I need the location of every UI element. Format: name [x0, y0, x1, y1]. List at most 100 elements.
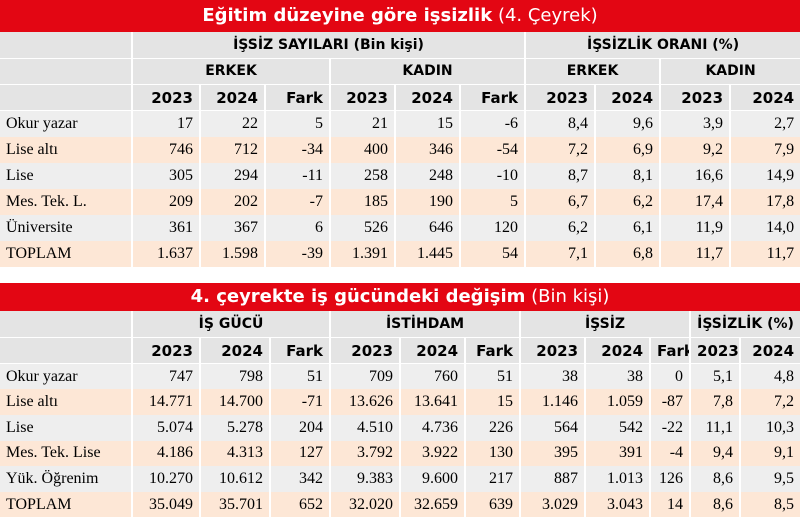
year-header: Fark — [458, 84, 526, 112]
header-blank — [0, 84, 132, 112]
cell: -4 — [649, 440, 691, 467]
year-header: Fark — [264, 84, 330, 112]
table: İŞSİZ SAYILARI (Bin kişi) İŞSİZLİK ORANI … — [0, 32, 800, 267]
row-label: Lise — [0, 162, 132, 189]
title: Eğitim düzeyine göre işsizlik — [202, 5, 493, 26]
cell: -22 — [649, 415, 691, 441]
cell: 305 — [131, 162, 200, 189]
cell: 294 — [199, 162, 265, 189]
cell: 209 — [131, 188, 200, 215]
cell: 14.700 — [199, 389, 270, 416]
cell: 342 — [268, 466, 331, 492]
cell: 760 — [399, 363, 466, 390]
cell: 10.270 — [131, 466, 200, 492]
cell: 248 — [394, 162, 460, 189]
subtitle: (4. Çeyrek) — [497, 5, 598, 26]
header-row: İŞ GÜCÜ İSTİHDAM İŞSİZ İŞSİZLİK (%) — [0, 310, 800, 338]
row-label: Okur yazar — [0, 363, 132, 390]
cell: 6,7 — [524, 188, 596, 215]
header-row: 20232024Fark20232024Fark20232024Fark2023… — [0, 337, 800, 365]
cell: 9,5 — [739, 466, 800, 492]
cell: 1.146 — [519, 389, 586, 416]
table-row: TOPLAM 35.049 35.701 652 32.020 32.659 639 3.02… — [0, 491, 800, 518]
cell: 21 — [329, 110, 395, 137]
cell: 10,3 — [739, 415, 800, 441]
row-label: Mes. Tek. L. — [0, 188, 132, 215]
cell: 226 — [464, 415, 521, 441]
cell: 7,9 — [729, 136, 800, 163]
title: 4. çeyrekte iş gücündeki değişim — [190, 285, 526, 307]
column-header: ERKEK — [131, 58, 330, 86]
cell: 217 — [464, 466, 521, 492]
cell: 32.659 — [399, 491, 466, 518]
year-header: 2023 — [329, 84, 395, 112]
year-header: 2023 — [519, 337, 586, 365]
table-title: Eğitim düzeyine göre işsizlik (4. Çeyrek… — [0, 0, 800, 32]
cell: 13.626 — [329, 389, 401, 416]
table-row: Okur yazar 17 22 5 21 15 -6 8,4 9,6 3,9 2,7 — [0, 110, 800, 137]
cell: 15 — [394, 110, 460, 137]
cell: 14,0 — [729, 214, 800, 241]
cell: 1.598 — [199, 240, 265, 267]
cell: 367 — [199, 214, 265, 241]
cell: 5,1 — [689, 363, 741, 390]
column-header: ERKEK — [524, 58, 661, 86]
table-row: Lise altı 14.771 14.700 -71 13.626 13.641 15 1.… — [0, 389, 800, 416]
cell: 35.049 — [131, 491, 200, 518]
column-header: İŞSİZ SAYILARI (Bin kişi) — [130, 32, 526, 59]
cell: 4.510 — [329, 415, 401, 441]
cell: 17 — [131, 110, 200, 137]
cell: 6,2 — [524, 214, 596, 241]
cell: -34 — [264, 136, 330, 163]
year-header: 2024 — [199, 84, 265, 112]
cell: -39 — [264, 240, 330, 267]
cell: 8,5 — [739, 491, 800, 518]
cell: -71 — [268, 389, 331, 416]
cell: 8,4 — [524, 110, 596, 137]
cell: 11,7 — [729, 240, 800, 267]
cell: 4.736 — [399, 415, 466, 441]
cell: 564 — [519, 415, 586, 441]
cell: -7 — [264, 188, 330, 215]
cell: 7,8 — [689, 389, 741, 416]
cell: -6 — [458, 110, 526, 137]
cell: 120 — [458, 214, 526, 241]
cell: 5 — [264, 110, 330, 137]
cell: 258 — [329, 162, 395, 189]
cell: 3,9 — [659, 110, 731, 137]
cell: 1.391 — [329, 240, 395, 267]
cell: 1.637 — [131, 240, 200, 267]
row-label: Lise altı — [0, 389, 132, 416]
column-header: KADIN — [328, 58, 526, 86]
cell: 14.771 — [131, 389, 200, 416]
table-row: Mes. Tek. Lise 4.186 4.313 127 3.792 3.922 130… — [0, 440, 800, 467]
cell: 11,1 — [689, 415, 741, 441]
cell: 346 — [394, 136, 460, 163]
cell: 887 — [519, 466, 586, 492]
year-header: 2023 — [689, 337, 741, 365]
row-label: Üniversite — [0, 214, 132, 241]
cell: 4.313 — [199, 440, 270, 467]
cell: 32.020 — [329, 491, 401, 518]
header-blank — [0, 58, 132, 86]
table-row: Yük. Öğrenim 10.270 10.612 342 9.383 9.600 217… — [0, 466, 800, 492]
header-row: 2023 2024 Fark 2023 2024 Fark 2023 2024 2023 2024 — [0, 84, 800, 112]
row-label: Yük. Öğrenim — [0, 466, 132, 492]
cell: 526 — [329, 214, 395, 241]
row-label: Mes. Tek. Lise — [0, 440, 132, 467]
cell: 190 — [394, 188, 460, 215]
table-row: Okur yazar 747 798 51 709 760 51 38 38 0 5,1 4,8 — [0, 363, 800, 390]
cell: 3.792 — [329, 440, 401, 467]
cell: 9,2 — [659, 136, 731, 163]
cell: -10 — [458, 162, 526, 189]
row-label: Lise — [0, 415, 132, 441]
cell: 204 — [268, 415, 331, 441]
cell: 6,2 — [594, 188, 661, 215]
cell: 11,9 — [659, 214, 731, 241]
year-header: 2024 — [729, 84, 800, 112]
cell: 38 — [519, 363, 586, 390]
cell: 8,6 — [689, 466, 741, 492]
cell: 6,8 — [594, 240, 661, 267]
column-header: İSTİHDAM — [329, 310, 521, 338]
cell: 202 — [199, 188, 265, 215]
